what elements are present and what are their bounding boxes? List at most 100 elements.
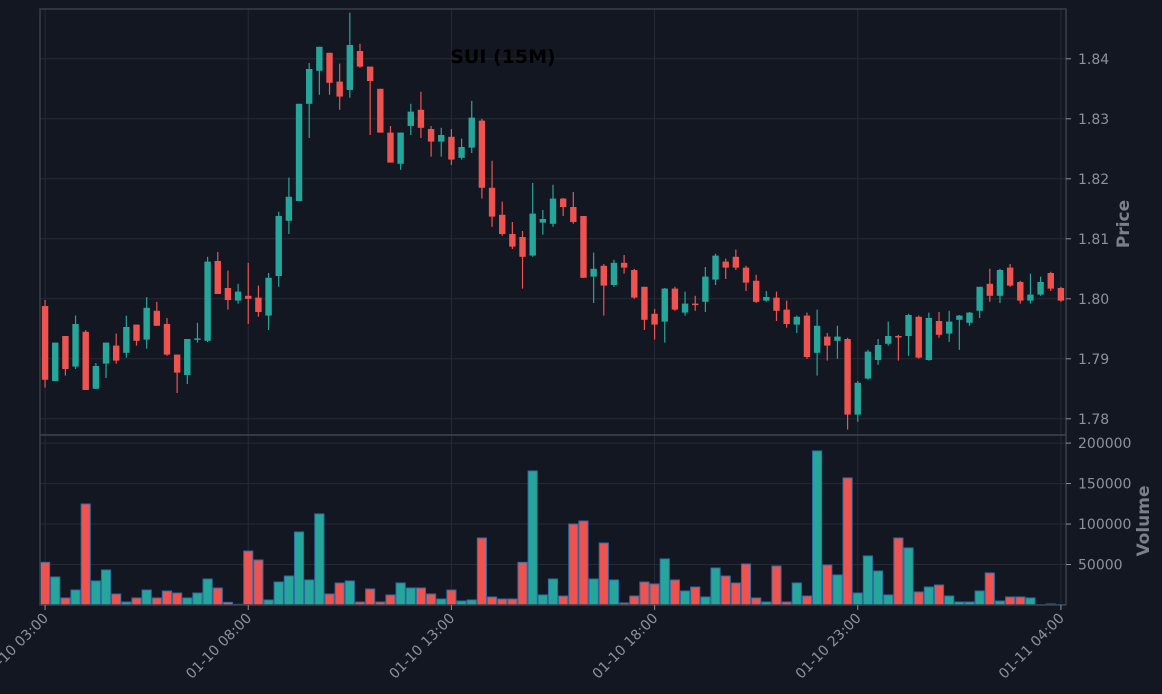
volume-bar <box>100 569 112 606</box>
volume-bar <box>263 599 274 606</box>
volume-bar <box>832 574 843 606</box>
candle-body <box>204 261 211 341</box>
candle-body <box>468 117 475 148</box>
candle-body <box>874 345 882 360</box>
volume-bar <box>690 586 701 606</box>
price-tick-label: 1.83 <box>1078 112 1109 128</box>
candle-body <box>123 327 130 353</box>
price-tick-label: 1.78 <box>1078 412 1109 428</box>
candle-body <box>570 207 577 222</box>
volume-bar <box>527 470 538 606</box>
candle <box>834 325 841 359</box>
candle <box>671 286 679 311</box>
candle <box>275 211 282 287</box>
volume-tick-label: 200000 <box>1078 436 1131 452</box>
candle-body <box>549 198 557 224</box>
candle <box>499 201 506 236</box>
candle <box>133 324 140 346</box>
candle-body <box>783 309 790 324</box>
candle-body <box>112 345 120 361</box>
candle-body <box>275 216 282 276</box>
candle-body <box>803 315 811 357</box>
volume-bar <box>70 589 81 606</box>
volume-bar <box>720 575 731 606</box>
volume-bar <box>872 570 884 606</box>
volume-bar <box>771 565 782 606</box>
candle-body <box>133 324 140 341</box>
candle-body <box>153 310 161 326</box>
volume-bar <box>385 594 396 606</box>
volume-bar <box>730 582 741 606</box>
candle <box>620 255 628 274</box>
candle <box>722 258 729 279</box>
volume-bar <box>334 582 345 606</box>
candle-body <box>316 46 323 71</box>
candle-body <box>458 147 465 158</box>
candle <box>925 312 933 361</box>
candle <box>153 301 161 326</box>
candle-body <box>702 276 709 302</box>
candle <box>326 52 333 95</box>
volume-bar <box>852 592 863 606</box>
candle-body <box>194 338 201 340</box>
candle <box>773 291 780 321</box>
volume-bar <box>497 598 508 606</box>
candle-body <box>580 216 587 278</box>
volume-bar <box>344 580 355 606</box>
candle <box>1006 264 1014 287</box>
candle-body <box>163 324 171 355</box>
volume-bar <box>751 597 762 606</box>
candle-body <box>427 129 435 142</box>
price-tick-label: 1.84 <box>1078 52 1109 68</box>
candle-body <box>448 136 455 160</box>
volume-bar <box>629 595 640 606</box>
volume-bar <box>568 523 579 606</box>
candle <box>712 253 719 285</box>
volume-bar <box>111 593 122 606</box>
candle-body <box>499 214 506 234</box>
candle-body <box>732 256 740 268</box>
candle <box>854 381 861 422</box>
volume-bar <box>90 580 101 606</box>
volume-bar <box>1025 597 1036 606</box>
volume-bar <box>984 572 995 606</box>
candle <box>1047 271 1054 291</box>
candle-body <box>417 109 425 128</box>
candle-body <box>752 280 760 302</box>
candle-body <box>397 132 404 164</box>
volume-bar <box>588 578 599 606</box>
candle <box>956 315 963 350</box>
volume-bar <box>1005 596 1016 606</box>
candle <box>610 259 618 287</box>
candle <box>813 309 821 376</box>
candle-body <box>1047 273 1054 289</box>
volume-bars <box>40 450 1066 606</box>
candle <box>265 273 272 330</box>
candle <box>123 315 130 358</box>
candle <box>793 315 801 333</box>
volume-bar <box>161 590 173 606</box>
candle <box>783 300 790 328</box>
candle-body <box>387 132 394 163</box>
volume-bar <box>507 598 518 606</box>
candle <box>102 342 110 378</box>
candle-body <box>214 261 221 294</box>
candle <box>62 336 69 376</box>
candle <box>945 310 953 342</box>
volume-bar <box>812 450 823 606</box>
candle <box>651 309 658 340</box>
candle-body <box>346 45 354 90</box>
volume-bar <box>923 586 934 606</box>
volume-bar <box>365 588 376 606</box>
candle <box>864 349 872 380</box>
candle-body <box>671 288 679 310</box>
candle-body <box>864 351 872 379</box>
candle <box>529 183 536 257</box>
volume-bar <box>598 542 609 606</box>
volume-tick-label: 50000 <box>1078 558 1123 574</box>
volume-bar <box>273 581 284 606</box>
volume-bar <box>40 561 51 606</box>
volume-bar <box>608 579 620 606</box>
candle <box>895 334 902 361</box>
candle-body <box>813 325 821 353</box>
